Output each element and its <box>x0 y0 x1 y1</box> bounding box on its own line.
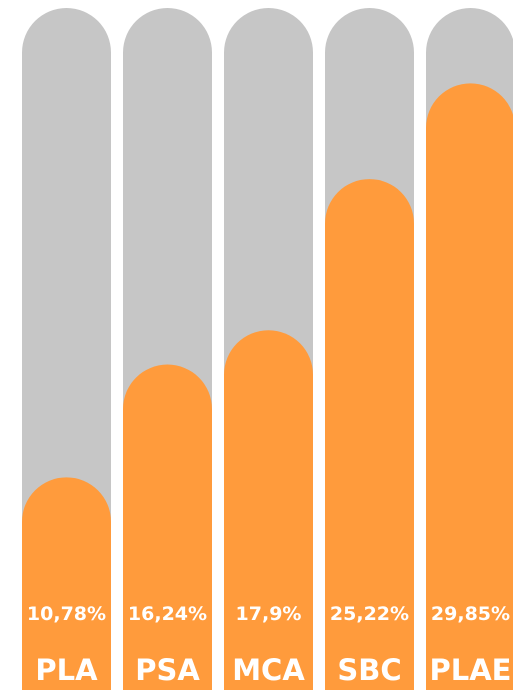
category-label-sbc: SBC <box>337 653 401 687</box>
bar-sbc <box>325 179 414 690</box>
category-label-plae: PLAE <box>430 653 512 687</box>
value-label-plae: 29,85% <box>431 603 510 625</box>
value-label-psa: 16,24% <box>128 603 207 625</box>
bar-plae <box>426 83 513 690</box>
bar-mca <box>224 330 313 690</box>
bar-pla <box>22 477 111 690</box>
value-label-mca: 17,9% <box>236 603 302 625</box>
category-label-psa: PSA <box>135 653 200 687</box>
bar-psa <box>123 364 212 690</box>
category-label-mca: MCA <box>232 653 305 687</box>
value-label-sbc: 25,22% <box>330 603 409 625</box>
category-label-pla: PLA <box>35 653 98 687</box>
value-label-pla: 10,78% <box>27 603 106 625</box>
